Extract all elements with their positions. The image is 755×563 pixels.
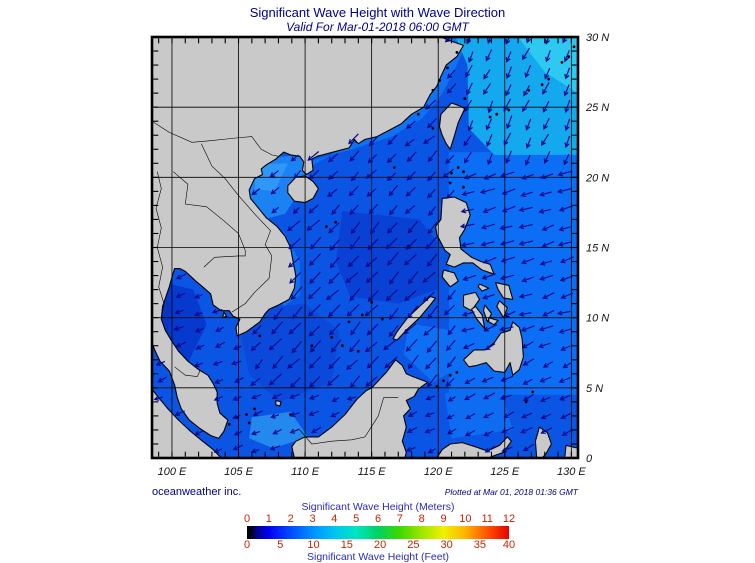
meters-tick: 2 [287, 513, 294, 525]
land-mindanao [462, 321, 524, 376]
feet-tick: 10 [307, 539, 320, 551]
meters-tick: 7 [396, 513, 403, 525]
colorbar-meters-label: Significant Wave Height (Meters) [301, 501, 455, 513]
meters-tick: 11 [481, 513, 493, 525]
land-luzon [435, 196, 495, 275]
lon-tick-label: 110 E [291, 466, 320, 478]
land-samar [494, 282, 514, 300]
lon-tick-label: 115 E [358, 466, 387, 478]
colorbar-meters-ticks: 0 1 2 3 4 5 6 7 8 9 10 11 12 [243, 513, 515, 525]
land-borneo [291, 359, 429, 458]
lat-tick-label: 25 N [585, 102, 609, 114]
land-mindoro [441, 269, 459, 288]
credit-oceanweather: oceanweather inc. [152, 486, 242, 498]
meters-tick: 9 [440, 513, 447, 525]
lon-tick-label: 120 E [424, 466, 453, 478]
land-masbate [477, 283, 490, 292]
lat-tick-label: 0 [586, 453, 593, 465]
map-frame [150, 35, 580, 460]
lon-tick-label: 125 E [490, 466, 519, 478]
meters-tick: 4 [331, 513, 338, 525]
meters-tick: 1 [265, 513, 272, 525]
meters-tick: 3 [309, 513, 316, 525]
land-natuna [275, 399, 282, 407]
land-sumatra [152, 388, 221, 458]
lat-tick-label: 15 N [586, 243, 609, 255]
colorbar-gradient [247, 526, 509, 539]
land-masses [152, 37, 578, 458]
lat-tick-label: 5 N [586, 383, 603, 395]
map-plot: 30 N 25 N 20 N 15 N 10 N 5 N 0 100 E 105 E 110 E 1… [150, 32, 609, 478]
land-hainan [287, 175, 319, 204]
feet-tick: 20 [373, 539, 387, 551]
land-taiwan [438, 102, 466, 150]
lon-tick-label: 130 E [557, 466, 586, 478]
feet-tick: 25 [407, 539, 420, 551]
meters-tick: 10 [459, 513, 472, 525]
colorbar-feet-label: Significant Wave Height (Feet) [306, 551, 449, 563]
meters-tick: 0 [243, 513, 251, 525]
meters-tick: 12 [502, 513, 516, 525]
feet-tick: 5 [277, 539, 284, 551]
lat-tick-label: 30 N [586, 32, 609, 44]
land-palawan [392, 296, 437, 341]
degree-ticks [153, 38, 577, 457]
lon-tick-label: 105 E [224, 466, 253, 478]
page-title: Significant Wave Height with Wave Direct… [249, 5, 506, 20]
land-mainland-asia [152, 37, 465, 439]
credit-plotted-time: Plotted at Mar 01, 2018 01:36 GMT [444, 487, 578, 497]
lat-tick-label: 10 N [586, 313, 609, 325]
meters-tick: 5 [353, 513, 360, 525]
land-panay [462, 291, 481, 312]
feet-tick: 35 [473, 539, 487, 551]
feet-tick: 0 [243, 539, 251, 551]
land-bohol [488, 317, 499, 326]
graticule [152, 37, 578, 458]
feet-tick: 40 [502, 539, 516, 551]
meters-tick: 8 [418, 513, 425, 525]
wave-direction-arrows [153, 37, 574, 454]
meters-tick: 6 [374, 513, 382, 525]
lat-tick-label: 20 N [585, 172, 609, 184]
colorbar-feet-ticks: 0 5 10 15 20 25 30 35 40 [243, 539, 515, 551]
feet-tick: 30 [440, 539, 453, 551]
feet-tick: 15 [340, 539, 353, 551]
land-phu-quoc [222, 311, 228, 319]
valid-time-subtitle: Valid For Mar-01-2018 06:00 GMT [286, 20, 469, 34]
lon-tick-label: 100 E [158, 466, 187, 478]
